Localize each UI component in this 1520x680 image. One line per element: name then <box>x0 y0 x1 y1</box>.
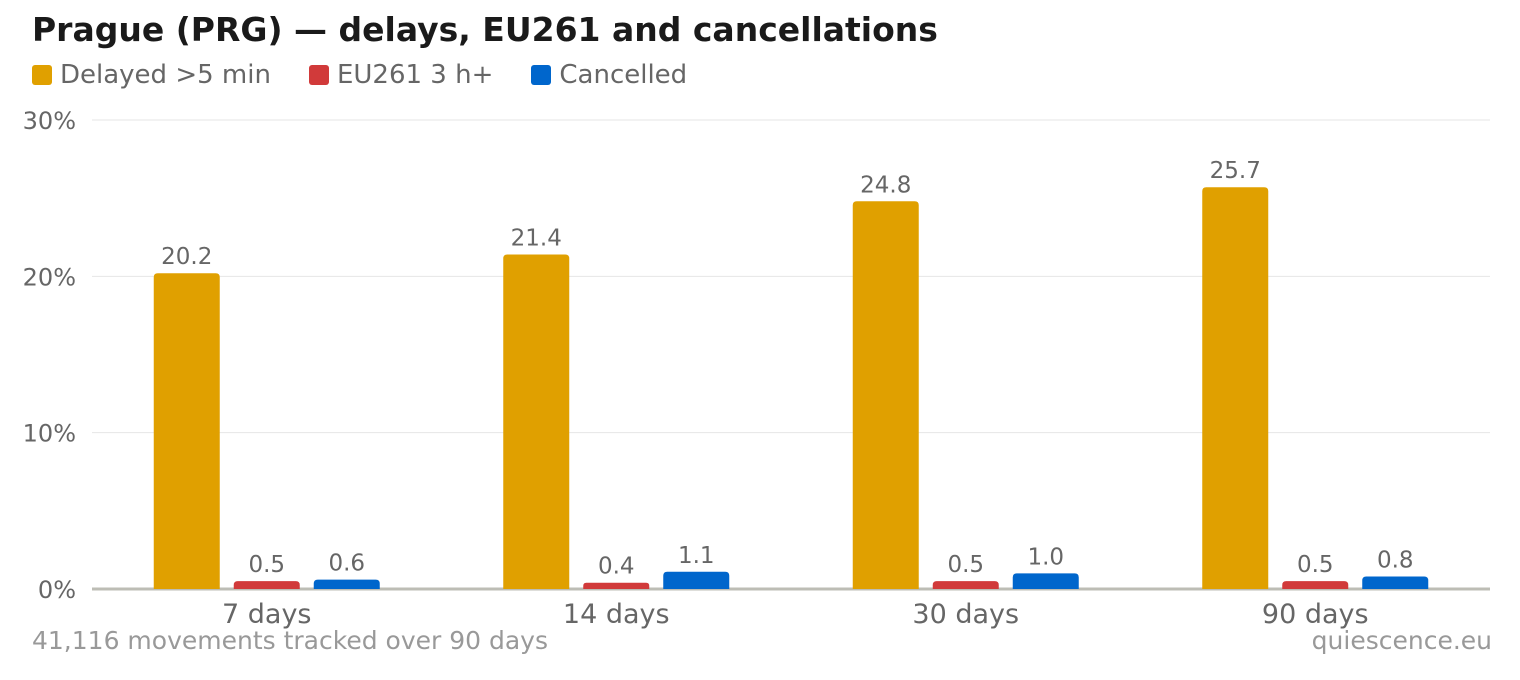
data-label: 24.8 <box>860 172 911 198</box>
chart-title: Prague (PRG) — delays, EU261 and cancell… <box>32 10 938 49</box>
bar <box>1012 573 1079 589</box>
data-label: 0.6 <box>328 551 365 577</box>
y-tick-label: 30% <box>23 107 76 135</box>
legend-item-eu261: EU261 3 h+ <box>308 60 494 90</box>
data-label: 0.5 <box>947 552 984 578</box>
legend-item-cancelled: Cancelled <box>531 60 687 90</box>
data-label: 0.5 <box>248 552 285 578</box>
bar <box>932 581 999 589</box>
data-label: 1.1 <box>678 543 715 569</box>
x-tick-label: 30 days <box>912 599 1019 630</box>
x-tick-label: 90 days <box>1262 599 1369 630</box>
bar <box>1282 581 1349 589</box>
data-label: 1.0 <box>1027 544 1064 570</box>
y-tick-label: 0% <box>38 576 76 604</box>
y-tick-label: 20% <box>23 263 76 291</box>
chart-legend: Delayed >5 min EU261 3 h+ Cancelled <box>32 60 725 90</box>
x-tick-label: 14 days <box>563 599 670 630</box>
data-label: 0.4 <box>598 554 635 580</box>
legend-label-cancelled: Cancelled <box>559 60 688 90</box>
legend-label-eu261: EU261 3 h+ <box>336 60 494 90</box>
bar <box>153 273 220 589</box>
bar <box>503 254 570 590</box>
data-label: 21.4 <box>511 225 562 251</box>
footer-source: quiescence.eu <box>1311 626 1492 655</box>
bar <box>313 579 380 589</box>
x-tick-label: 7 days <box>222 599 312 630</box>
bar <box>233 581 300 589</box>
bar <box>1362 576 1429 589</box>
legend-swatch-eu261 <box>308 65 329 85</box>
data-label: 20.2 <box>161 244 212 270</box>
bar <box>852 201 919 589</box>
y-tick-label: 10% <box>23 420 76 448</box>
bar <box>1202 187 1269 589</box>
bar <box>583 582 650 589</box>
legend-label-delayed: Delayed >5 min <box>60 60 271 90</box>
data-label: 25.7 <box>1210 158 1261 184</box>
data-label: 0.5 <box>1297 552 1334 578</box>
legend-swatch-delayed <box>32 65 52 85</box>
bar <box>663 571 730 589</box>
legend-swatch-cancelled <box>531 65 552 85</box>
data-label: 0.8 <box>1377 547 1414 573</box>
legend-item-delayed: Delayed >5 min <box>32 60 271 90</box>
footer-note: 41,116 movements tracked over 90 days <box>32 626 548 655</box>
